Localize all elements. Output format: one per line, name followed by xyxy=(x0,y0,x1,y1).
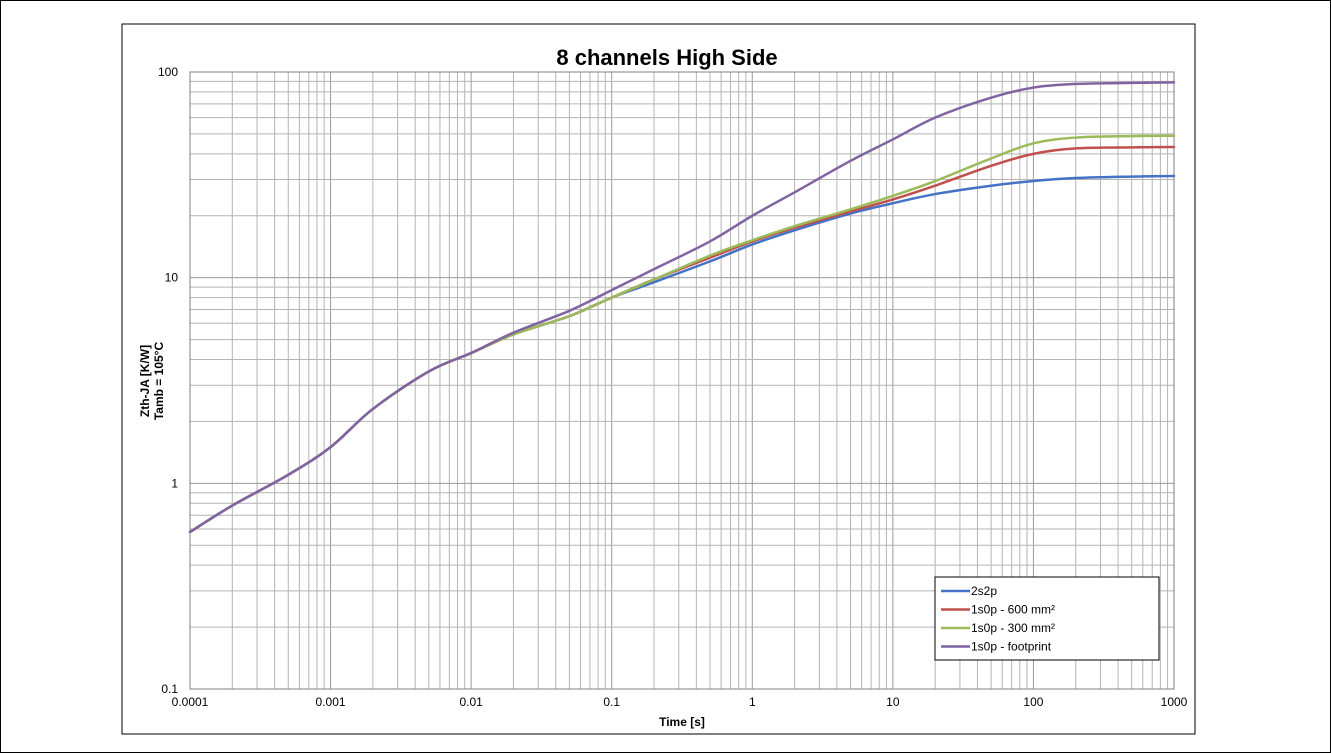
y-axis-title-line-1: Zth-JA [K/W] xyxy=(138,345,152,417)
plot-area xyxy=(189,71,1175,690)
x-tick-label: 0.1 xyxy=(603,695,620,709)
x-tick-label: 1000 xyxy=(1161,695,1188,709)
x-tick-label: 10 xyxy=(886,695,900,709)
legend-label: 2s2p xyxy=(971,584,997,598)
y-axis-title: Zth-JA [K/W] Tamb = 105°C xyxy=(138,342,166,421)
x-tick-label: 0.01 xyxy=(459,695,483,709)
legend-box xyxy=(934,576,1160,661)
legend-label: 1s0p - 300 mm² xyxy=(971,621,1055,635)
legend-label: 1s0p - 600 mm² xyxy=(971,603,1055,617)
x-axis-ticks: 0.0001 0.001 0.01 0.1 1 10 100 1000 xyxy=(172,695,1188,709)
y-axis-ticks: 0.1 1 10 100 xyxy=(158,65,178,696)
x-axis-title: Time [s] xyxy=(659,715,705,729)
y-tick-label: 1 xyxy=(171,476,178,490)
legend: 2s2p 1s0p - 600 mm² 1s0p - 300 mm² 1s0p - f… xyxy=(934,576,1160,661)
x-tick-label: 1 xyxy=(749,695,756,709)
series-line-4 xyxy=(188,81,1176,534)
x-tick-label: 0.001 xyxy=(316,695,346,709)
x-tick-label: 100 xyxy=(1023,695,1043,709)
x-tick-label: 0.0001 xyxy=(172,695,209,709)
y-tick-label: 10 xyxy=(165,271,179,285)
y-tick-label: 0.1 xyxy=(161,682,178,696)
legend-label: 1s0p - footprint xyxy=(971,640,1052,654)
y-tick-label: 100 xyxy=(158,65,178,79)
series-lines xyxy=(188,81,1176,534)
y-axis-title-line-2: Tamb = 105°C xyxy=(152,342,166,421)
chart-title: 8 channels High Side xyxy=(556,45,777,70)
